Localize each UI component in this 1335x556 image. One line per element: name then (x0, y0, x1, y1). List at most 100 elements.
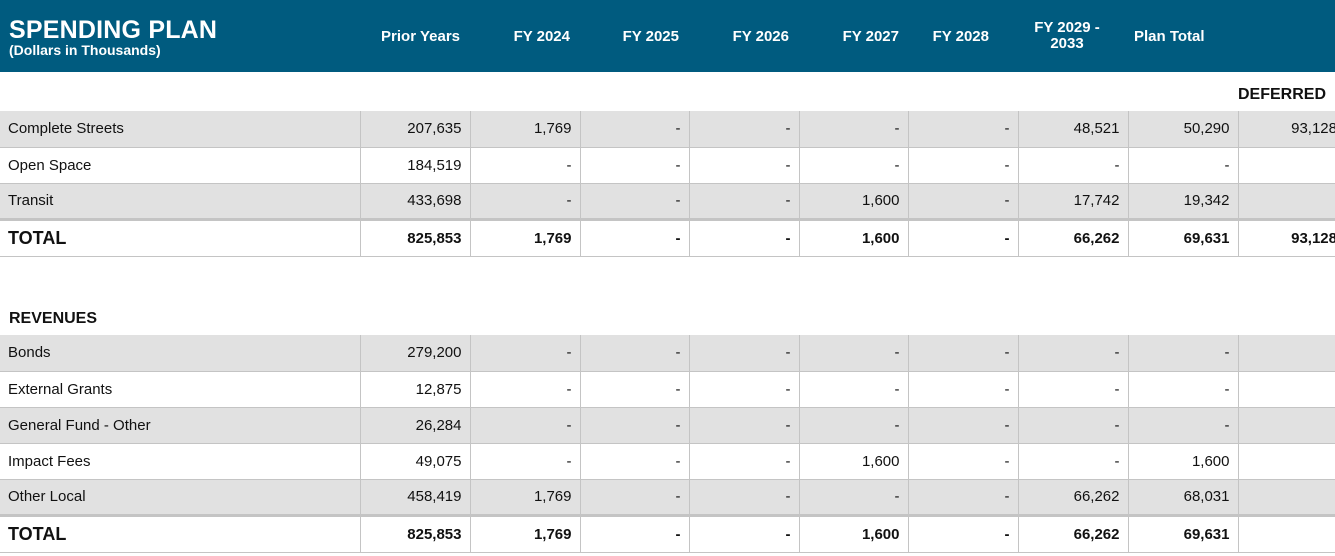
cell-fy2029-2033: - (1018, 335, 1129, 372)
cell-fy2025: - (580, 183, 690, 220)
total-row: TOTAL 825,853 1,769 - - 1,600 - 66,262 6… (0, 513, 1335, 553)
col-header-prior-years: Prior Years (381, 27, 460, 45)
cell-fy2028: - (908, 183, 1019, 220)
cell-deferred (1238, 183, 1335, 220)
cell-extra (1238, 479, 1335, 516)
cell-prior-years: 207,635 (360, 111, 471, 148)
spending-table: Complete Streets 207,635 1,769 - - - - 4… (0, 111, 1335, 257)
table-row: General Fund - Other 26,284 - - - - - - … (0, 407, 1335, 444)
table-row: Other Local 458,419 1,769 - - - - 66,262… (0, 479, 1335, 516)
cell-fy2024: - (470, 183, 581, 220)
row-label: External Grants (0, 371, 361, 408)
cell-fy2028: - (908, 335, 1019, 372)
cell-fy2024: 1,769 (470, 479, 581, 516)
cell-fy2028: - (908, 147, 1019, 184)
col-header-fy2025: FY 2025 (622, 27, 679, 45)
cell-fy2024: - (470, 443, 581, 480)
total-fy2027: 1,600 (799, 217, 909, 257)
total-fy2025: - (580, 513, 690, 553)
table-row: Open Space 184,519 - - - - - - - (0, 147, 1335, 184)
col-header-fy2027: FY 2027 (842, 27, 899, 45)
cell-prior-years: 12,875 (360, 371, 471, 408)
col-header-fy2026: FY 2026 (732, 27, 789, 45)
row-label: Complete Streets (0, 111, 361, 148)
cell-fy2028: - (908, 443, 1019, 480)
cell-fy2029-2033: - (1018, 147, 1129, 184)
cell-fy2024: - (470, 335, 581, 372)
cell-plan-total: - (1128, 371, 1239, 408)
cell-fy2026: - (689, 443, 800, 480)
cell-fy2029-2033: - (1018, 407, 1129, 444)
total-fy2024: 1,769 (470, 513, 581, 553)
page-title: SPENDING PLAN (9, 16, 218, 44)
total-fy2024: 1,769 (470, 217, 581, 257)
total-deferred: 93,128 (1238, 217, 1335, 257)
cell-fy2026: - (689, 111, 800, 148)
cell-fy2029-2033: 66,262 (1018, 479, 1129, 516)
row-label: Bonds (0, 335, 361, 372)
table-row: External Grants 12,875 - - - - - - - (0, 371, 1335, 408)
cell-fy2026: - (689, 183, 800, 220)
cell-fy2026: - (689, 147, 800, 184)
cell-fy2027: - (799, 147, 909, 184)
cell-fy2029-2033: 17,742 (1018, 183, 1129, 220)
cell-plan-total: 50,290 (1128, 111, 1239, 148)
cell-extra (1238, 407, 1335, 444)
table-row: Complete Streets 207,635 1,769 - - - - 4… (0, 111, 1335, 148)
total-extra (1238, 513, 1335, 553)
cell-fy2025: - (580, 443, 690, 480)
cell-fy2028: - (908, 371, 1019, 408)
cell-plan-total: 1,600 (1128, 443, 1239, 480)
col-header-fy2029-line1: FY 2029 - (1034, 19, 1100, 36)
col-header-fy2024: FY 2024 (513, 27, 570, 45)
table-row: Impact Fees 49,075 - - - 1,600 - - 1,600 (0, 443, 1335, 480)
total-plan-total: 69,631 (1128, 217, 1239, 257)
total-prior-years: 825,853 (360, 513, 471, 553)
cell-fy2027: 1,600 (799, 443, 909, 480)
total-label: TOTAL (0, 513, 361, 553)
cell-fy2029-2033: - (1018, 371, 1129, 408)
col-header-fy2028: FY 2028 (932, 27, 989, 45)
row-label: Transit (0, 183, 361, 220)
cell-prior-years: 184,519 (360, 147, 471, 184)
cell-fy2026: - (689, 371, 800, 408)
cell-fy2025: - (580, 407, 690, 444)
total-fy2025: - (580, 217, 690, 257)
row-label: Open Space (0, 147, 361, 184)
cell-fy2027: - (799, 407, 909, 444)
cell-deferred: 93,128 (1238, 111, 1335, 148)
cell-fy2027: - (799, 371, 909, 408)
cell-prior-years: 26,284 (360, 407, 471, 444)
row-label: Impact Fees (0, 443, 361, 480)
cell-extra (1238, 335, 1335, 372)
revenues-table: Bonds 279,200 - - - - - - - External Gra… (0, 335, 1335, 553)
total-fy2028: - (908, 513, 1019, 553)
col-header-fy2029-2033: FY 2029 - 2033 (1012, 0, 1122, 72)
total-label: TOTAL (0, 217, 361, 257)
page-subtitle: (Dollars in Thousands) (9, 42, 161, 58)
cell-fy2025: - (580, 371, 690, 408)
total-fy2027: 1,600 (799, 513, 909, 553)
total-fy2026: - (689, 217, 800, 257)
deferred-label: DEFERRED (1237, 86, 1326, 103)
cell-fy2025: - (580, 335, 690, 372)
total-prior-years: 825,853 (360, 217, 471, 257)
cell-prior-years: 458,419 (360, 479, 471, 516)
total-plan-total: 69,631 (1128, 513, 1239, 553)
cell-fy2024: - (470, 147, 581, 184)
total-fy2029-2033: 66,262 (1018, 217, 1129, 257)
cell-fy2024: - (470, 371, 581, 408)
total-fy2028: - (908, 217, 1019, 257)
total-row: TOTAL 825,853 1,769 - - 1,600 - 66,262 6… (0, 217, 1335, 257)
cell-fy2029-2033: 48,521 (1018, 111, 1129, 148)
cell-extra (1238, 443, 1335, 480)
cell-fy2029-2033: - (1018, 443, 1129, 480)
cell-fy2028: - (908, 111, 1019, 148)
cell-fy2024: - (470, 407, 581, 444)
cell-fy2027: - (799, 479, 909, 516)
cell-fy2025: - (580, 111, 690, 148)
total-fy2026: - (689, 513, 800, 553)
revenues-label: REVENUES (9, 310, 98, 327)
row-label: General Fund - Other (0, 407, 361, 444)
cell-plan-total: - (1128, 147, 1239, 184)
